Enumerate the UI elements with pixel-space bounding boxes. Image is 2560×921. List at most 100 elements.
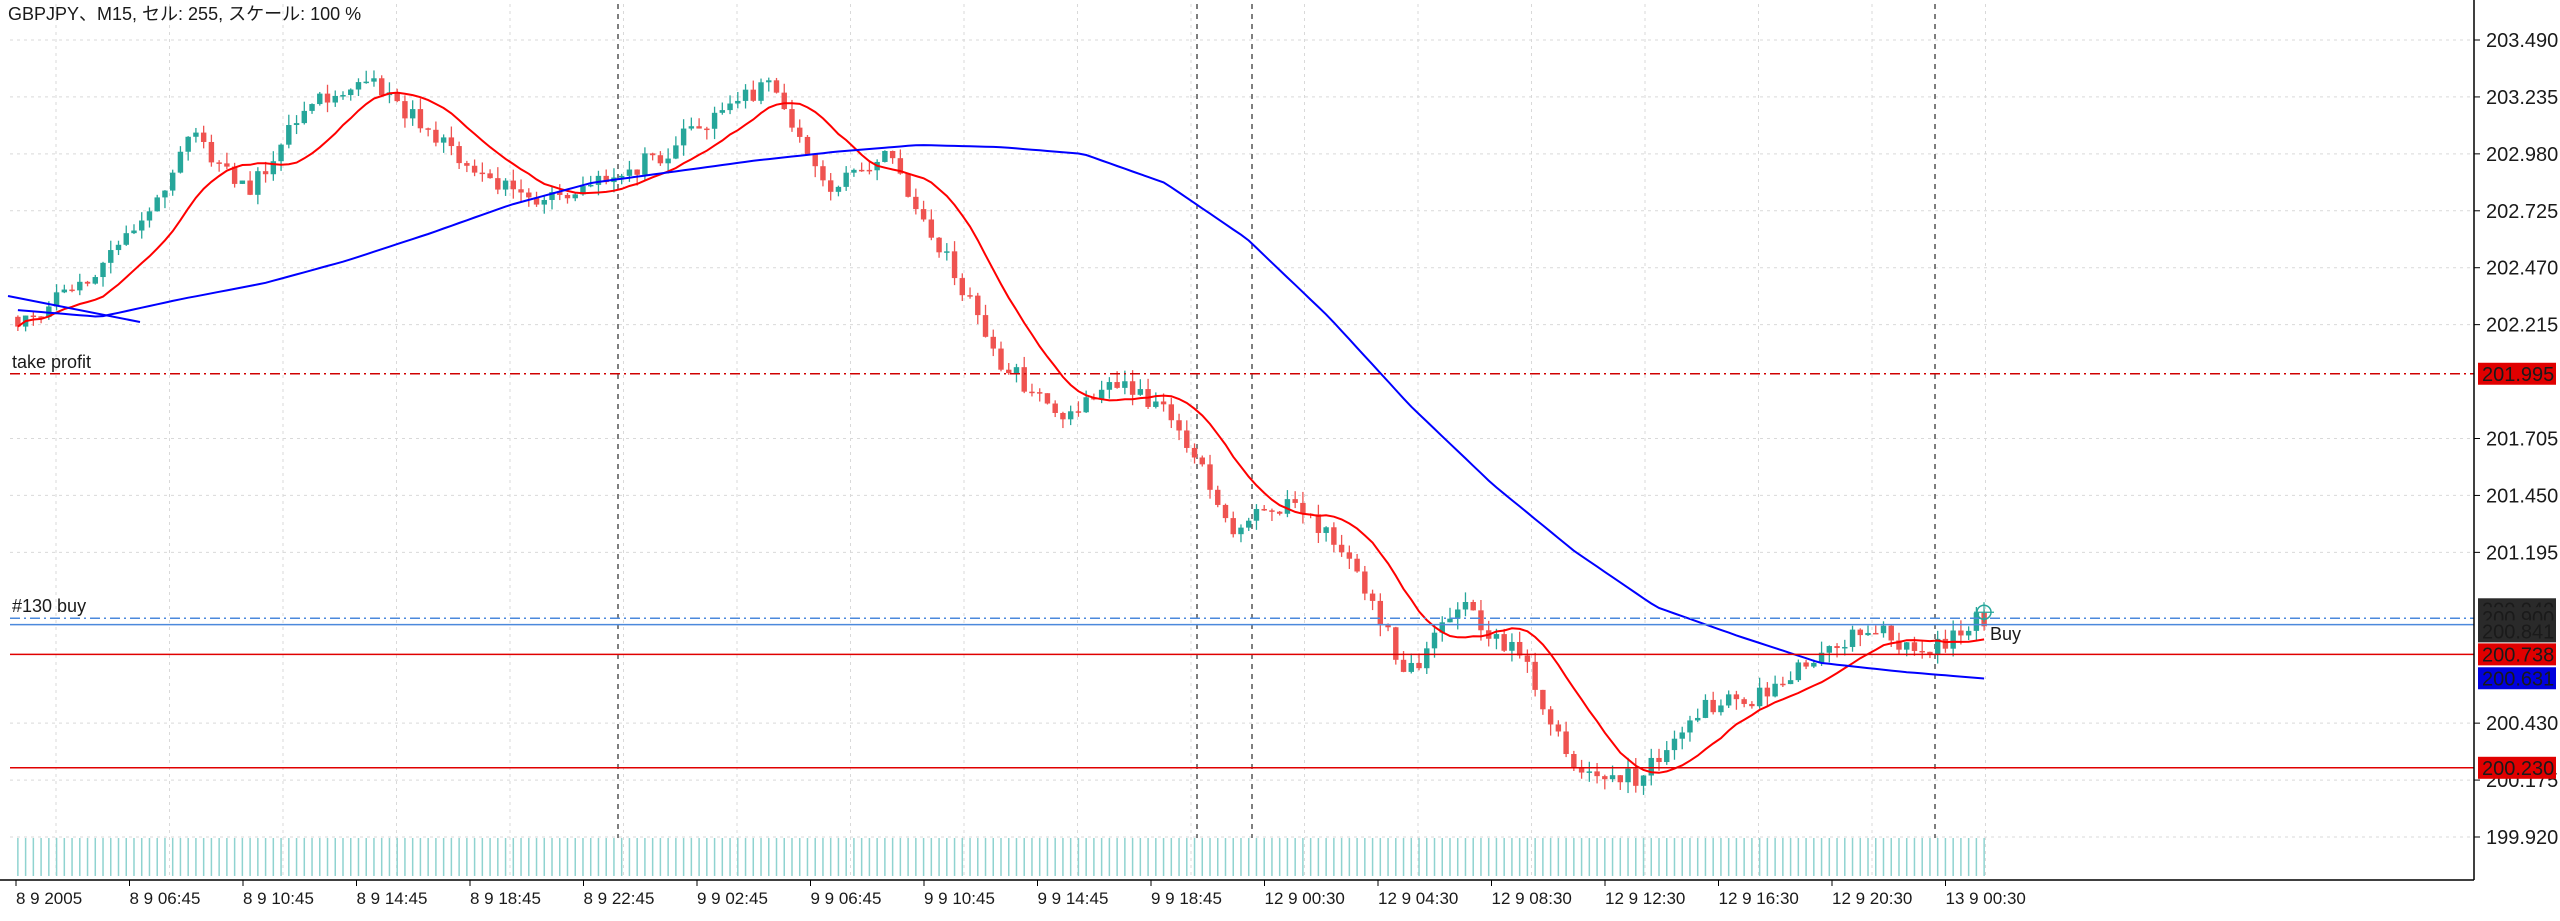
candle-body[interactable] [1153,401,1159,407]
candle-body[interactable] [185,136,191,152]
candle-body[interactable] [510,180,517,190]
candle-body[interactable] [735,100,741,104]
candle-body[interactable] [835,186,842,192]
candle-body[interactable] [820,166,826,181]
candle-body[interactable] [131,230,137,234]
candle-body[interactable] [262,171,269,175]
candle-body[interactable] [115,244,122,251]
candle-body[interactable] [1919,650,1925,653]
candle-body[interactable] [781,92,787,110]
candle-body[interactable] [580,186,586,195]
candle-body[interactable] [704,128,710,131]
candle-body[interactable] [487,173,493,179]
candle-body[interactable] [1664,750,1670,763]
candle-body[interactable] [944,251,950,253]
candle-body[interactable] [1238,527,1244,535]
candle-body[interactable] [1431,632,1438,649]
candle-body[interactable] [1052,403,1058,413]
candle-body[interactable] [1811,662,1817,667]
candle-body[interactable] [371,78,377,82]
candle-body[interactable] [1834,646,1840,649]
candle-body[interactable] [1904,642,1910,650]
candle-body[interactable] [982,315,989,337]
candle-body[interactable] [38,316,44,318]
candle-body[interactable] [146,211,153,221]
candle-body[interactable] [1725,694,1732,706]
candle-body[interactable] [688,126,695,129]
candle-body[interactable] [1036,392,1043,394]
candle-body[interactable] [1408,662,1414,672]
candle-body[interactable] [479,172,486,175]
candle-body[interactable] [1075,411,1082,413]
candle-body[interactable] [1679,732,1685,739]
candle-body[interactable] [1137,389,1144,395]
candle-body[interactable] [1346,552,1353,559]
candle-body[interactable] [1880,625,1887,634]
candle-body[interactable] [541,199,547,205]
candle-body[interactable] [905,173,911,197]
candle-body[interactable] [1470,601,1476,611]
candle-body[interactable] [1756,687,1763,707]
candle-body[interactable] [1764,687,1771,697]
candle-body[interactable] [928,219,935,238]
candle-body[interactable] [1965,630,1972,636]
candle-body[interactable] [1160,401,1167,405]
candle-body[interactable] [1377,600,1384,626]
candle-body[interactable] [882,150,888,162]
candle-body[interactable] [1261,508,1267,511]
candle-body[interactable] [332,95,338,103]
candle-body[interactable] [1865,632,1871,636]
candle-body[interactable] [53,292,60,307]
candle-body[interactable] [61,289,68,293]
candle-body[interactable] [1849,629,1856,647]
candle-body[interactable] [564,194,571,199]
candle-body[interactable] [433,129,439,143]
candle-body[interactable] [526,192,532,198]
candle-body[interactable] [1230,518,1236,535]
candle-body[interactable] [1540,689,1546,710]
candle-body[interactable] [464,163,470,166]
candle-body[interactable] [1803,662,1809,667]
candle-body[interactable] [15,316,21,327]
candle-body[interactable] [1842,646,1848,649]
candle-body[interactable] [1934,638,1941,655]
candle-body[interactable] [967,295,973,297]
candle-body[interactable] [208,141,215,163]
candle-body[interactable] [1199,457,1205,465]
candle-body[interactable] [618,175,625,178]
candle-body[interactable] [758,82,764,101]
candle-body[interactable] [471,165,478,173]
candle-body[interactable] [1067,411,1074,420]
candle-body[interactable] [123,233,129,245]
candle-body[interactable] [255,171,261,195]
candle-body[interactable] [1633,768,1639,786]
candle-body[interactable] [959,278,966,296]
candle-body[interactable] [139,220,145,231]
candle-body[interactable] [193,132,199,137]
candle-body[interactable] [108,250,114,263]
candle-body[interactable] [766,80,772,83]
candle-body[interactable] [1323,527,1329,533]
candle-body[interactable] [1478,610,1484,631]
candle-body[interactable] [425,128,431,130]
candle-body[interactable] [998,348,1004,370]
candle-body[interactable] [1338,544,1345,553]
candle-body[interactable] [1640,775,1647,786]
candle-body[interactable] [804,136,811,155]
candle-body[interactable] [363,81,369,84]
candle-body[interactable] [1122,381,1128,388]
candle-body[interactable] [727,103,733,111]
candle-body[interactable] [1547,709,1554,725]
candle-body[interactable] [1331,527,1337,545]
candle-body[interactable] [1006,369,1012,374]
candle-body[interactable] [239,180,246,184]
candle-body[interactable] [340,95,346,97]
candle-body[interactable] [1555,724,1562,732]
candle-body[interactable] [1021,367,1027,392]
candle-body[interactable] [595,175,602,185]
candle-body[interactable] [1300,502,1306,514]
candle-body[interactable] [827,180,834,192]
trendline[interactable] [7,295,141,323]
candle-body[interactable] [1215,489,1221,505]
